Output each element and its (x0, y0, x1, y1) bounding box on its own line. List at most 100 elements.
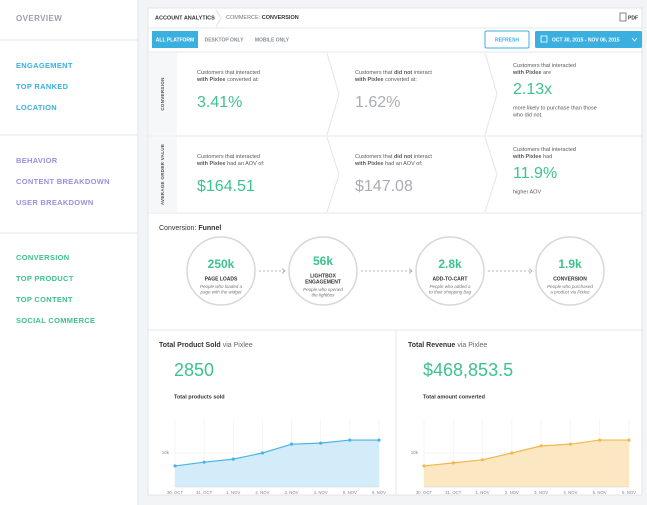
nav-item[interactable]: CONVERSION (16, 253, 69, 262)
nav-item[interactable]: SOCIAL COMMERCE (16, 316, 95, 325)
caption-part: Customers that (355, 70, 393, 76)
caption-part: interact (414, 154, 433, 160)
data-point (260, 451, 265, 455)
x-tick-label: 2. NOV (505, 490, 519, 495)
x-tick-label: 5. NOV (593, 490, 607, 495)
nav-item[interactable]: CONTENT BREAKDOWN (16, 177, 110, 186)
caption-part: with Pixlee (196, 77, 225, 83)
funnel-description: page with the widget (199, 290, 242, 295)
data-point (348, 438, 352, 442)
y-tick-label: 10k (162, 450, 170, 455)
caption-line: with Pixlee are (512, 70, 551, 76)
funnel-arrowhead (281, 268, 286, 274)
data-point (422, 464, 426, 468)
breadcrumb-page: CONVERSION (262, 15, 299, 21)
caption-part: are (543, 70, 551, 76)
caption-line: Customers that interacted (513, 147, 576, 153)
x-tick-label: 30. OCT (416, 490, 433, 495)
caption-line: Customers that interacted (197, 70, 260, 76)
nav-item[interactable]: ENGAGEMENT (16, 61, 73, 70)
caption-part: had an AOV of: (227, 161, 265, 167)
nav-overview[interactable]: OVERVIEW (16, 14, 62, 23)
y-tick-label: 10k (411, 450, 419, 455)
area (424, 440, 629, 487)
data-point (510, 451, 514, 455)
cell-divider (484, 52, 498, 136)
line (174, 439, 379, 467)
caption-part: had an AOV of: (385, 161, 423, 167)
metric-note: higher AOV (513, 189, 541, 195)
nav-item[interactable]: TOP PRODUCT (16, 274, 74, 283)
data-point (480, 458, 485, 462)
funnel-description: People who opened (303, 287, 343, 292)
funnel-circle (535, 236, 605, 306)
metric-value: 2.13x (513, 81, 552, 98)
row-label: AVERAGE ORDER VALUE (160, 144, 165, 205)
x-tick-label: 31. OCT (445, 490, 462, 495)
caption-part: Customers that (355, 154, 393, 160)
tab[interactable] (250, 31, 294, 48)
x-tick-label: 1. NOV (226, 490, 240, 495)
funnel-arrowhead (408, 268, 413, 274)
funnel-label: ENGAGEMENT (305, 279, 341, 285)
funnel-title-prefix: Conversion: (159, 225, 196, 232)
tab-label[interactable]: MOBILE ONLY (255, 37, 290, 43)
caption-part: converted at: (385, 77, 417, 83)
funnel-value: 56k (313, 254, 333, 268)
pdf-button[interactable]: PDF (628, 15, 638, 21)
data-point (568, 442, 573, 446)
caption-part: Customers that interacted (197, 154, 260, 160)
panel-title-main: Total Revenue (408, 342, 455, 349)
panel-subtitle: Total amount converted (423, 394, 485, 400)
nav-item[interactable]: TOP CONTENT (16, 295, 73, 304)
data-point (231, 457, 235, 461)
tab[interactable] (200, 31, 248, 48)
nav-item[interactable]: LOCATION (16, 103, 57, 112)
funnel-label: ADD-TO-CART (433, 276, 468, 282)
panel-value: 2850 (174, 360, 214, 380)
date-button[interactable] (535, 31, 642, 48)
panel-subtitle: Total products sold (174, 394, 225, 400)
caption-line: with Pixlee had (512, 154, 552, 160)
caption-line: Customers that did not interact (355, 154, 432, 160)
calendar-icon (540, 35, 548, 43)
x-tick-label: 4. NOV (314, 490, 328, 495)
caption-line: with Pixlee converted at: (196, 77, 259, 83)
metric-value: $147.08 (355, 178, 413, 195)
nav-item[interactable]: TOP RANKED (16, 82, 69, 91)
date-range[interactable]: OCT 30, 2015 - NOV 06, 2015 (552, 37, 620, 43)
funnel-circle (288, 236, 358, 306)
caption-part: did not (394, 70, 412, 76)
nav-item[interactable]: BEHAVIOR (16, 156, 58, 165)
tab-label[interactable]: DESKTOP ONLY (205, 37, 244, 43)
cell-divider (326, 136, 340, 213)
data-point (598, 438, 602, 442)
x-tick-label: 4. NOV (563, 490, 577, 495)
breadcrumb-parent: ACCOUNT ANALYTICS (155, 15, 215, 21)
refresh-label[interactable]: REFRESH (495, 37, 519, 43)
caption-line: with Pixlee had an AOV of: (354, 161, 423, 167)
nav-item[interactable]: USER BREAKDOWN (16, 198, 94, 207)
tab[interactable] (152, 31, 198, 48)
caption-part: with Pixlee (354, 161, 383, 167)
panel-title-main: Total Product Sold (159, 342, 221, 349)
caption-part: had (543, 154, 552, 160)
area (175, 440, 379, 487)
funnel-description: People who added a (429, 284, 471, 289)
caption-part: converted at: (227, 77, 259, 83)
refresh-button[interactable] (484, 30, 530, 49)
dropdown-chevron (631, 37, 638, 42)
caption-line: Customers that interacted (197, 154, 260, 160)
caption-part: with Pixlee (354, 77, 383, 83)
row-label-bg (149, 53, 177, 135)
line (423, 439, 629, 467)
metric-note: more likely to purchase than those (513, 105, 597, 111)
breadcrumb-prefix: COMMERCE: (226, 15, 261, 21)
x-tick-label: 5. NOV (343, 490, 357, 495)
cell-divider (326, 52, 340, 136)
tab-label[interactable]: ALL PLATFORM (156, 37, 194, 43)
data-point (289, 442, 294, 446)
funnel-label: PAGE LOADS (205, 276, 238, 282)
